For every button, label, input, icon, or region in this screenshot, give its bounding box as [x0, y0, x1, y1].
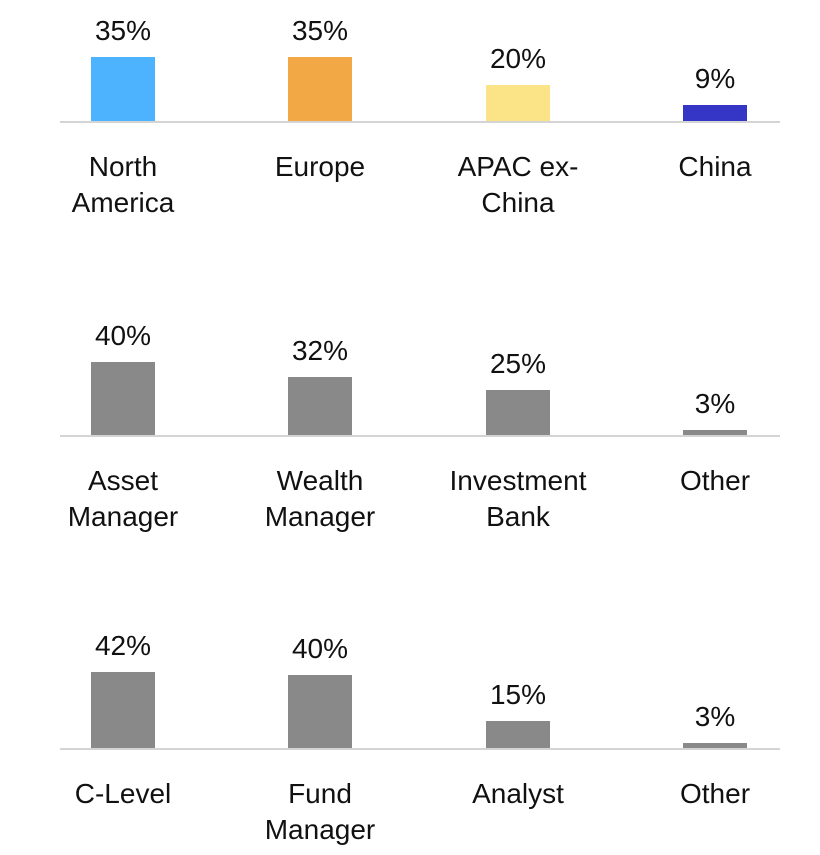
category-label: Fund Manager: [264, 778, 376, 845]
value-label: 3%: [694, 387, 736, 419]
bar: [683, 429, 747, 435]
baseline: [60, 435, 780, 437]
category-label: Asset Manager: [67, 465, 179, 532]
category-label: Analyst: [472, 778, 564, 809]
bar: [683, 104, 747, 121]
bar: [683, 742, 747, 748]
category-label: APAC ex-China: [457, 151, 579, 218]
category-label: Wealth Manager: [264, 465, 376, 532]
bar: [288, 57, 352, 121]
bar: [288, 376, 352, 435]
value-label: 25%: [489, 347, 547, 379]
category-label: C-Level: [74, 778, 172, 809]
category-label: Europe: [274, 151, 366, 182]
bar: [486, 84, 550, 121]
value-label: 32%: [291, 334, 349, 366]
category-label: Other: [679, 778, 751, 809]
baseline: [60, 121, 780, 123]
value-label: 35%: [94, 15, 152, 47]
bar: [486, 389, 550, 435]
value-label: 40%: [291, 633, 349, 665]
category-label: North America: [71, 151, 175, 218]
value-label: 15%: [489, 678, 547, 710]
value-label: 9%: [694, 62, 736, 94]
bar: [288, 675, 352, 748]
value-label: 42%: [94, 629, 152, 661]
value-label: 35%: [291, 15, 349, 47]
bar: [91, 57, 155, 121]
value-label: 3%: [694, 700, 736, 732]
category-label: China: [678, 151, 752, 182]
bar: [486, 720, 550, 748]
bar: [91, 362, 155, 435]
baseline: [60, 748, 780, 750]
bar: [91, 671, 155, 748]
category-label: Other: [679, 465, 751, 496]
value-label: 40%: [94, 320, 152, 352]
value-label: 20%: [489, 42, 547, 74]
category-label: Investment Bank: [449, 465, 587, 532]
